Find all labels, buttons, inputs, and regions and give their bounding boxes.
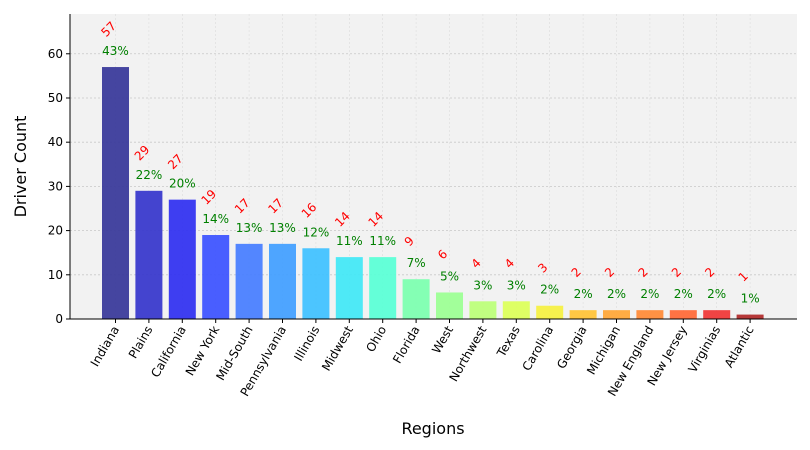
x-tick-label: Atlantic <box>722 324 757 371</box>
percent-label: 43% <box>102 44 129 58</box>
percent-label: 7% <box>407 256 426 270</box>
percent-label: 2% <box>707 287 726 301</box>
percent-label: 3% <box>507 278 526 292</box>
x-tick-label: Plains <box>126 324 156 361</box>
percent-label: 5% <box>440 269 459 283</box>
y-tick-label: 0 <box>55 312 63 326</box>
y-tick-label: 40 <box>48 135 63 149</box>
percent-label: 11% <box>336 234 363 248</box>
x-tick-label: Georgia <box>554 324 590 372</box>
bar-virginias <box>703 310 731 319</box>
y-tick-label: 20 <box>48 224 63 238</box>
y-tick-label: 60 <box>48 47 63 61</box>
y-tick-label: 50 <box>48 91 63 105</box>
percent-label: 11% <box>369 234 396 248</box>
x-tick-label: Florida <box>390 324 423 366</box>
bar-ohio <box>369 257 397 319</box>
bar-california <box>168 199 196 319</box>
percent-label: 2% <box>574 287 593 301</box>
x-tick-label: Illinois <box>291 324 322 364</box>
bar-new-york <box>202 235 230 319</box>
x-tick-label: Virginias <box>685 324 723 376</box>
percent-label: 2% <box>674 287 693 301</box>
x-axis-title: Regions <box>401 419 464 438</box>
bar-florida <box>402 279 430 319</box>
bar-midwest <box>335 257 363 319</box>
x-tick-label: Ohio <box>363 324 389 355</box>
bar-west <box>436 292 463 319</box>
x-tick-label: West <box>429 323 456 356</box>
x-tick-label: Carolina <box>519 324 556 374</box>
percent-label: 1% <box>741 292 760 306</box>
bar-northwest <box>469 301 497 319</box>
bar-michigan <box>603 310 630 319</box>
bar-new-jersey <box>669 310 697 319</box>
bar-new-england <box>636 310 664 319</box>
y-tick-label: 30 <box>48 179 63 193</box>
percent-label: 3% <box>473 278 492 292</box>
percent-label: 22% <box>136 168 163 182</box>
percent-label: 14% <box>202 212 229 226</box>
percent-label: 20% <box>169 177 196 191</box>
bars <box>102 67 764 319</box>
x-tick-label: Indiana <box>88 324 122 369</box>
bar-carolina <box>536 305 564 319</box>
bar-plains <box>135 190 163 319</box>
x-tick-label: Midwest <box>319 323 356 373</box>
bar-pennsylvania <box>269 243 296 319</box>
bar-mid-south <box>235 243 263 319</box>
percent-label: 2% <box>607 287 626 301</box>
bar-texas <box>502 301 530 319</box>
x-tick-label: Texas <box>494 324 523 361</box>
bar-illinois <box>302 248 330 319</box>
y-tick-label: 10 <box>48 268 63 282</box>
bar-georgia <box>569 310 597 319</box>
percent-label: 13% <box>236 221 263 235</box>
percent-label: 12% <box>303 225 330 239</box>
bar-atlantic <box>736 314 764 319</box>
percent-label: 2% <box>640 287 659 301</box>
percent-label: 2% <box>540 283 559 297</box>
y-axis-title: Driver Count <box>11 116 30 218</box>
percent-label: 13% <box>269 221 296 235</box>
bar-indiana <box>102 67 129 319</box>
